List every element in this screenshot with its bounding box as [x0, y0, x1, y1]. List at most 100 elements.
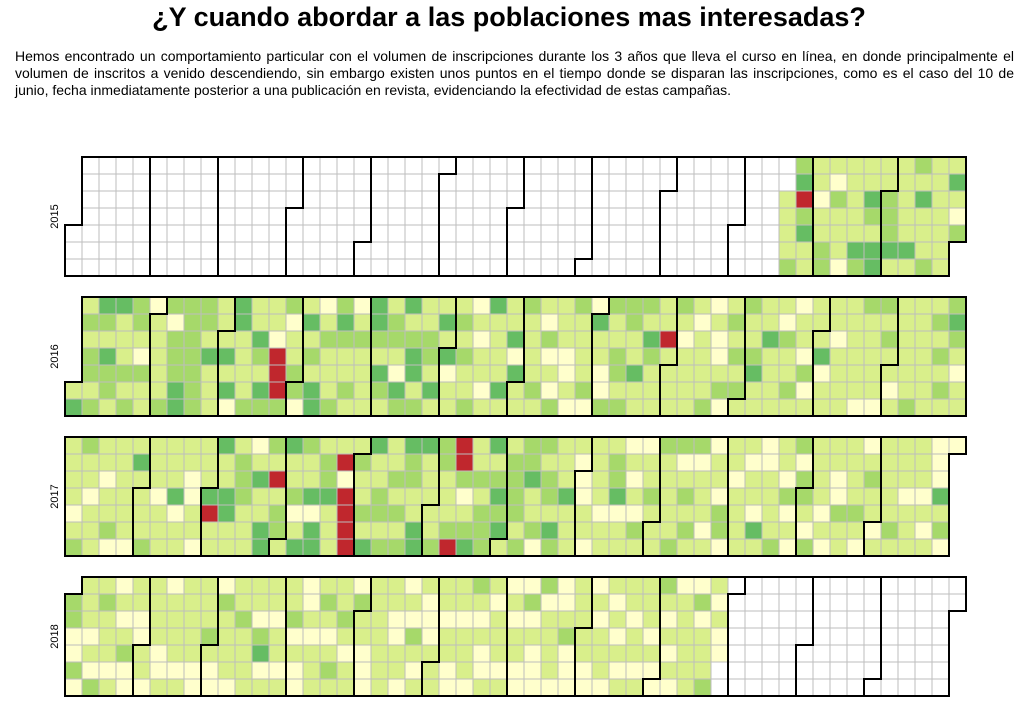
day-cell — [829, 678, 848, 697]
day-cell — [931, 381, 950, 400]
day-cell — [642, 678, 661, 697]
day-cell — [81, 593, 100, 612]
day-cell — [761, 347, 780, 366]
day-cell — [897, 241, 916, 260]
day-cell — [370, 436, 389, 455]
day-cell — [540, 593, 559, 612]
day-cell — [506, 576, 525, 595]
day-cell — [727, 661, 746, 680]
day-cell — [319, 381, 338, 400]
day-cell — [166, 381, 185, 400]
day-cell — [914, 156, 933, 175]
day-cell — [608, 521, 627, 540]
day-cell — [727, 258, 746, 277]
day-cell — [472, 504, 491, 523]
day-cell — [659, 296, 678, 315]
day-cell — [846, 487, 865, 506]
day-cell — [200, 661, 219, 680]
day-cell — [132, 190, 151, 209]
day-cell — [727, 593, 746, 612]
day-cell — [489, 190, 508, 209]
day-cell — [149, 296, 168, 315]
day-cell — [608, 610, 627, 629]
day-cell — [336, 470, 355, 489]
day-cell — [829, 296, 848, 315]
day-cell — [778, 241, 797, 260]
day-cell — [183, 381, 202, 400]
day-cell — [608, 453, 627, 472]
day-cell — [914, 381, 933, 400]
day-cell — [778, 330, 797, 349]
day-cell — [472, 627, 491, 646]
day-cell — [829, 576, 848, 595]
day-cell — [132, 453, 151, 472]
day-cell — [761, 610, 780, 629]
day-cell — [829, 593, 848, 612]
day-cell — [591, 453, 610, 472]
day-cell — [693, 593, 712, 612]
day-cell — [438, 538, 457, 557]
day-cell — [897, 258, 916, 277]
day-cell — [557, 661, 576, 680]
day-cell — [81, 313, 100, 332]
day-cell — [642, 156, 661, 175]
day-cell — [761, 678, 780, 697]
day-cell — [812, 381, 831, 400]
day-cell — [336, 330, 355, 349]
day-cell — [523, 521, 542, 540]
day-cell — [132, 538, 151, 557]
day-cell — [659, 190, 678, 209]
day-cell — [302, 538, 321, 557]
day-cell — [353, 398, 372, 417]
day-cell — [574, 381, 593, 400]
day-cell — [149, 661, 168, 680]
day-cell — [489, 453, 508, 472]
day-cell — [489, 576, 508, 595]
day-cell — [778, 156, 797, 175]
day-cell — [115, 296, 134, 315]
day-cell — [115, 364, 134, 383]
day-cell — [540, 156, 559, 175]
year-panel-2015: 2015 — [49, 156, 967, 277]
day-cell — [166, 487, 185, 506]
day-cell — [98, 173, 117, 192]
day-cell — [234, 347, 253, 366]
day-cell — [846, 593, 865, 612]
day-cell — [812, 521, 831, 540]
day-cell — [336, 190, 355, 209]
day-cell — [642, 258, 661, 277]
day-cell — [676, 504, 695, 523]
day-cell — [268, 381, 287, 400]
day-cell — [761, 453, 780, 472]
day-cell — [302, 207, 321, 226]
day-cell — [285, 436, 304, 455]
day-cell — [659, 576, 678, 595]
day-cell — [608, 678, 627, 697]
day-cell — [98, 521, 117, 540]
day-cell — [795, 470, 814, 489]
day-cell — [914, 538, 933, 557]
day-cell — [200, 156, 219, 175]
day-cell — [880, 678, 899, 697]
day-cell — [863, 436, 882, 455]
day-cell — [472, 381, 491, 400]
day-cell — [98, 453, 117, 472]
day-cell — [761, 487, 780, 506]
day-cell — [489, 207, 508, 226]
day-cell — [659, 364, 678, 383]
day-cell — [676, 156, 695, 175]
day-cell — [931, 364, 950, 383]
day-cell — [948, 398, 967, 417]
day-cell — [98, 644, 117, 663]
day-cell — [659, 241, 678, 260]
day-cell — [676, 644, 695, 663]
day-cell — [880, 487, 899, 506]
day-cell — [574, 627, 593, 646]
day-cell — [795, 296, 814, 315]
day-cell — [659, 487, 678, 506]
day-cell — [438, 241, 457, 260]
day-cell — [846, 156, 865, 175]
day-cell — [625, 313, 644, 332]
day-cell — [710, 504, 729, 523]
